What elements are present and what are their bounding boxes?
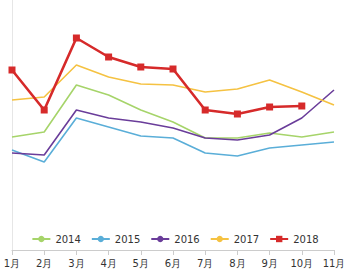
svg-text:2014: 2014 [55, 234, 80, 245]
svg-text:2016: 2016 [174, 234, 199, 245]
svg-text:11月: 11月 [323, 258, 346, 269]
svg-text:2017: 2017 [234, 234, 259, 245]
svg-text:4月: 4月 [100, 258, 116, 269]
svg-text:7月: 7月 [197, 258, 213, 269]
svg-text:2015: 2015 [115, 234, 140, 245]
svg-text:1月: 1月 [4, 258, 20, 269]
svg-text:8月: 8月 [229, 258, 245, 269]
svg-text:10月: 10月 [290, 258, 313, 269]
svg-text:2018: 2018 [293, 234, 318, 245]
svg-text:6月: 6月 [165, 258, 181, 269]
svg-text:3月: 3月 [68, 258, 84, 269]
svg-text:5月: 5月 [133, 258, 149, 269]
svg-text:9月: 9月 [261, 258, 277, 269]
svg-text:2月: 2月 [36, 258, 52, 269]
